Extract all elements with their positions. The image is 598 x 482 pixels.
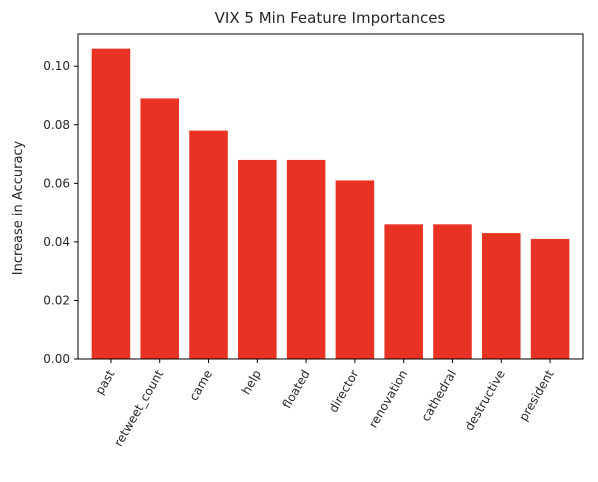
bar-president bbox=[530, 238, 570, 359]
bar-came bbox=[189, 130, 228, 359]
x-tick-label: renovation bbox=[366, 368, 410, 431]
bar-renovation bbox=[384, 224, 423, 359]
x-tick-label: cathedral bbox=[419, 368, 460, 424]
y-tick-label: 0.02 bbox=[43, 293, 70, 307]
bar-past bbox=[91, 48, 131, 359]
bar-destructive bbox=[482, 233, 521, 359]
x-tick-label: president bbox=[516, 367, 557, 423]
x-tick-label: director bbox=[326, 367, 361, 414]
y-tick-label: 0.00 bbox=[43, 352, 70, 366]
bar-cathedral bbox=[433, 224, 472, 359]
bar-help bbox=[238, 159, 277, 359]
plot-frame bbox=[77, 33, 584, 360]
bar-retweet_count bbox=[140, 98, 179, 359]
bar-floated bbox=[286, 159, 326, 359]
x-tick-label: retweet_count bbox=[111, 367, 166, 449]
x-tick-label: past bbox=[92, 367, 117, 397]
y-tick-label: 0.06 bbox=[43, 176, 70, 190]
y-axis-label: Increase in Accuracy bbox=[11, 140, 26, 275]
y-tick-label: 0.10 bbox=[43, 59, 70, 73]
x-tick-label: came bbox=[186, 368, 215, 404]
y-tick-label: 0.04 bbox=[43, 235, 70, 249]
y-axis: 0.00 0.02 0.04 0.06 0.08 0.10 bbox=[43, 59, 78, 366]
chart-title: VIX 5 Min Feature Importances bbox=[215, 9, 446, 27]
x-tick-label: destructive bbox=[462, 368, 508, 434]
bars-layer bbox=[91, 48, 570, 359]
bar-director bbox=[335, 180, 375, 359]
x-tick-label: floated bbox=[280, 368, 313, 411]
x-tick-label: help bbox=[239, 368, 264, 397]
y-tick-label: 0.08 bbox=[43, 118, 70, 132]
